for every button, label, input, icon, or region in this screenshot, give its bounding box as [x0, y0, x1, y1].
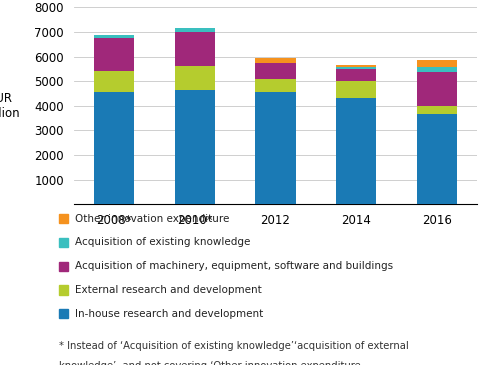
- Bar: [336, 69, 376, 81]
- Text: Acquisition of machinery, equipment, software and buildings: Acquisition of machinery, equipment, sof…: [75, 261, 394, 271]
- Text: knowledge’, and not covering ‘Other innovation expenditure: knowledge’, and not covering ‘Other inno…: [59, 361, 361, 365]
- Bar: [336, 81, 376, 99]
- Bar: [417, 72, 457, 106]
- Text: In-house research and development: In-house research and development: [75, 308, 264, 319]
- Bar: [94, 35, 134, 38]
- Bar: [94, 38, 134, 72]
- Bar: [175, 32, 215, 66]
- Bar: [94, 72, 134, 92]
- Bar: [336, 99, 376, 204]
- Bar: [336, 65, 376, 67]
- Bar: [417, 67, 457, 72]
- Bar: [175, 27, 215, 32]
- Text: External research and development: External research and development: [75, 285, 262, 295]
- Text: Other innovation expenditure: Other innovation expenditure: [75, 214, 230, 224]
- Bar: [255, 92, 296, 204]
- Bar: [255, 58, 296, 63]
- Bar: [255, 80, 296, 92]
- Bar: [175, 90, 215, 204]
- Bar: [417, 106, 457, 115]
- Bar: [417, 115, 457, 204]
- Bar: [336, 67, 376, 69]
- Bar: [255, 63, 296, 80]
- Text: Acquisition of existing knowledge: Acquisition of existing knowledge: [75, 237, 250, 247]
- Bar: [94, 92, 134, 204]
- Text: EUR
million: EUR million: [0, 92, 21, 120]
- Bar: [175, 66, 215, 90]
- Text: * Instead of ‘Acquisition of existing knowledge’‘acquisition of external: * Instead of ‘Acquisition of existing kn…: [59, 341, 409, 351]
- Bar: [417, 60, 457, 67]
